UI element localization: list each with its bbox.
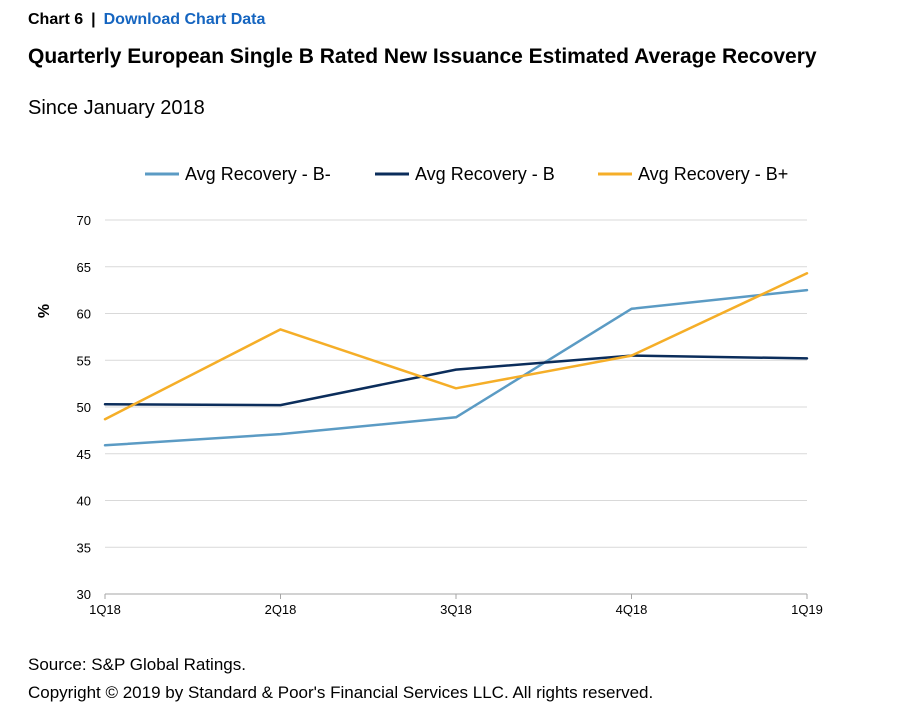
legend-item-2: Avg Recovery - B+	[598, 164, 788, 184]
x-tick-label: 3Q18	[440, 602, 472, 617]
gridlines	[105, 219, 807, 548]
y-tick-label: 50	[77, 400, 91, 415]
x-tick-labels: 1Q18 2Q18 3Q18 4Q18 1Q19	[89, 602, 823, 617]
x-tick-label: 1Q18	[89, 602, 121, 617]
y-tick-label: 40	[77, 494, 91, 509]
header-separator: |	[91, 11, 96, 28]
y-tick-labels: 30 35 40 45 50 55 60 65 70	[77, 213, 91, 602]
chart-title: Quarterly European Single B Rated New Is…	[28, 45, 817, 68]
legend-item-0: Avg Recovery - B-	[145, 164, 331, 184]
series-line-1	[103, 354, 809, 407]
chart-header: Chart 6 | Download Chart Data	[28, 11, 265, 29]
source-note: Source: S&P Global Ratings.	[28, 655, 246, 674]
x-tick-label: 1Q19	[791, 602, 823, 617]
chart-number-label: Chart 6	[28, 11, 84, 28]
axes	[104, 593, 808, 599]
download-chart-data-link[interactable]: Download Chart Data	[103, 11, 266, 28]
series-line-0	[103, 288, 809, 447]
legend: Avg Recovery - B- Avg Recovery - B Avg Rec…	[145, 164, 788, 184]
legend-label: Avg Recovery - B	[415, 164, 555, 184]
legend-label: Avg Recovery - B+	[638, 164, 788, 184]
legend-item-1: Avg Recovery - B	[375, 164, 555, 184]
series-lines	[103, 272, 809, 447]
y-tick-label: 70	[77, 213, 91, 228]
series-line-2	[103, 272, 809, 421]
y-tick-label: 35	[77, 540, 91, 555]
chart-subtitle: Since January 2018	[28, 97, 205, 119]
y-axis-label: %	[36, 304, 53, 318]
x-tick-label: 2Q18	[265, 602, 297, 617]
x-tick-label: 4Q18	[616, 602, 648, 617]
y-tick-label: 30	[77, 587, 91, 602]
copyright-note: Copyright © 2019 by Standard & Poor's Fi…	[28, 683, 654, 702]
y-tick-label: 55	[77, 353, 91, 368]
y-tick-label: 65	[77, 260, 91, 275]
y-tick-label: 45	[77, 447, 91, 462]
legend-label: Avg Recovery - B-	[185, 164, 331, 184]
y-tick-label: 60	[77, 307, 91, 322]
